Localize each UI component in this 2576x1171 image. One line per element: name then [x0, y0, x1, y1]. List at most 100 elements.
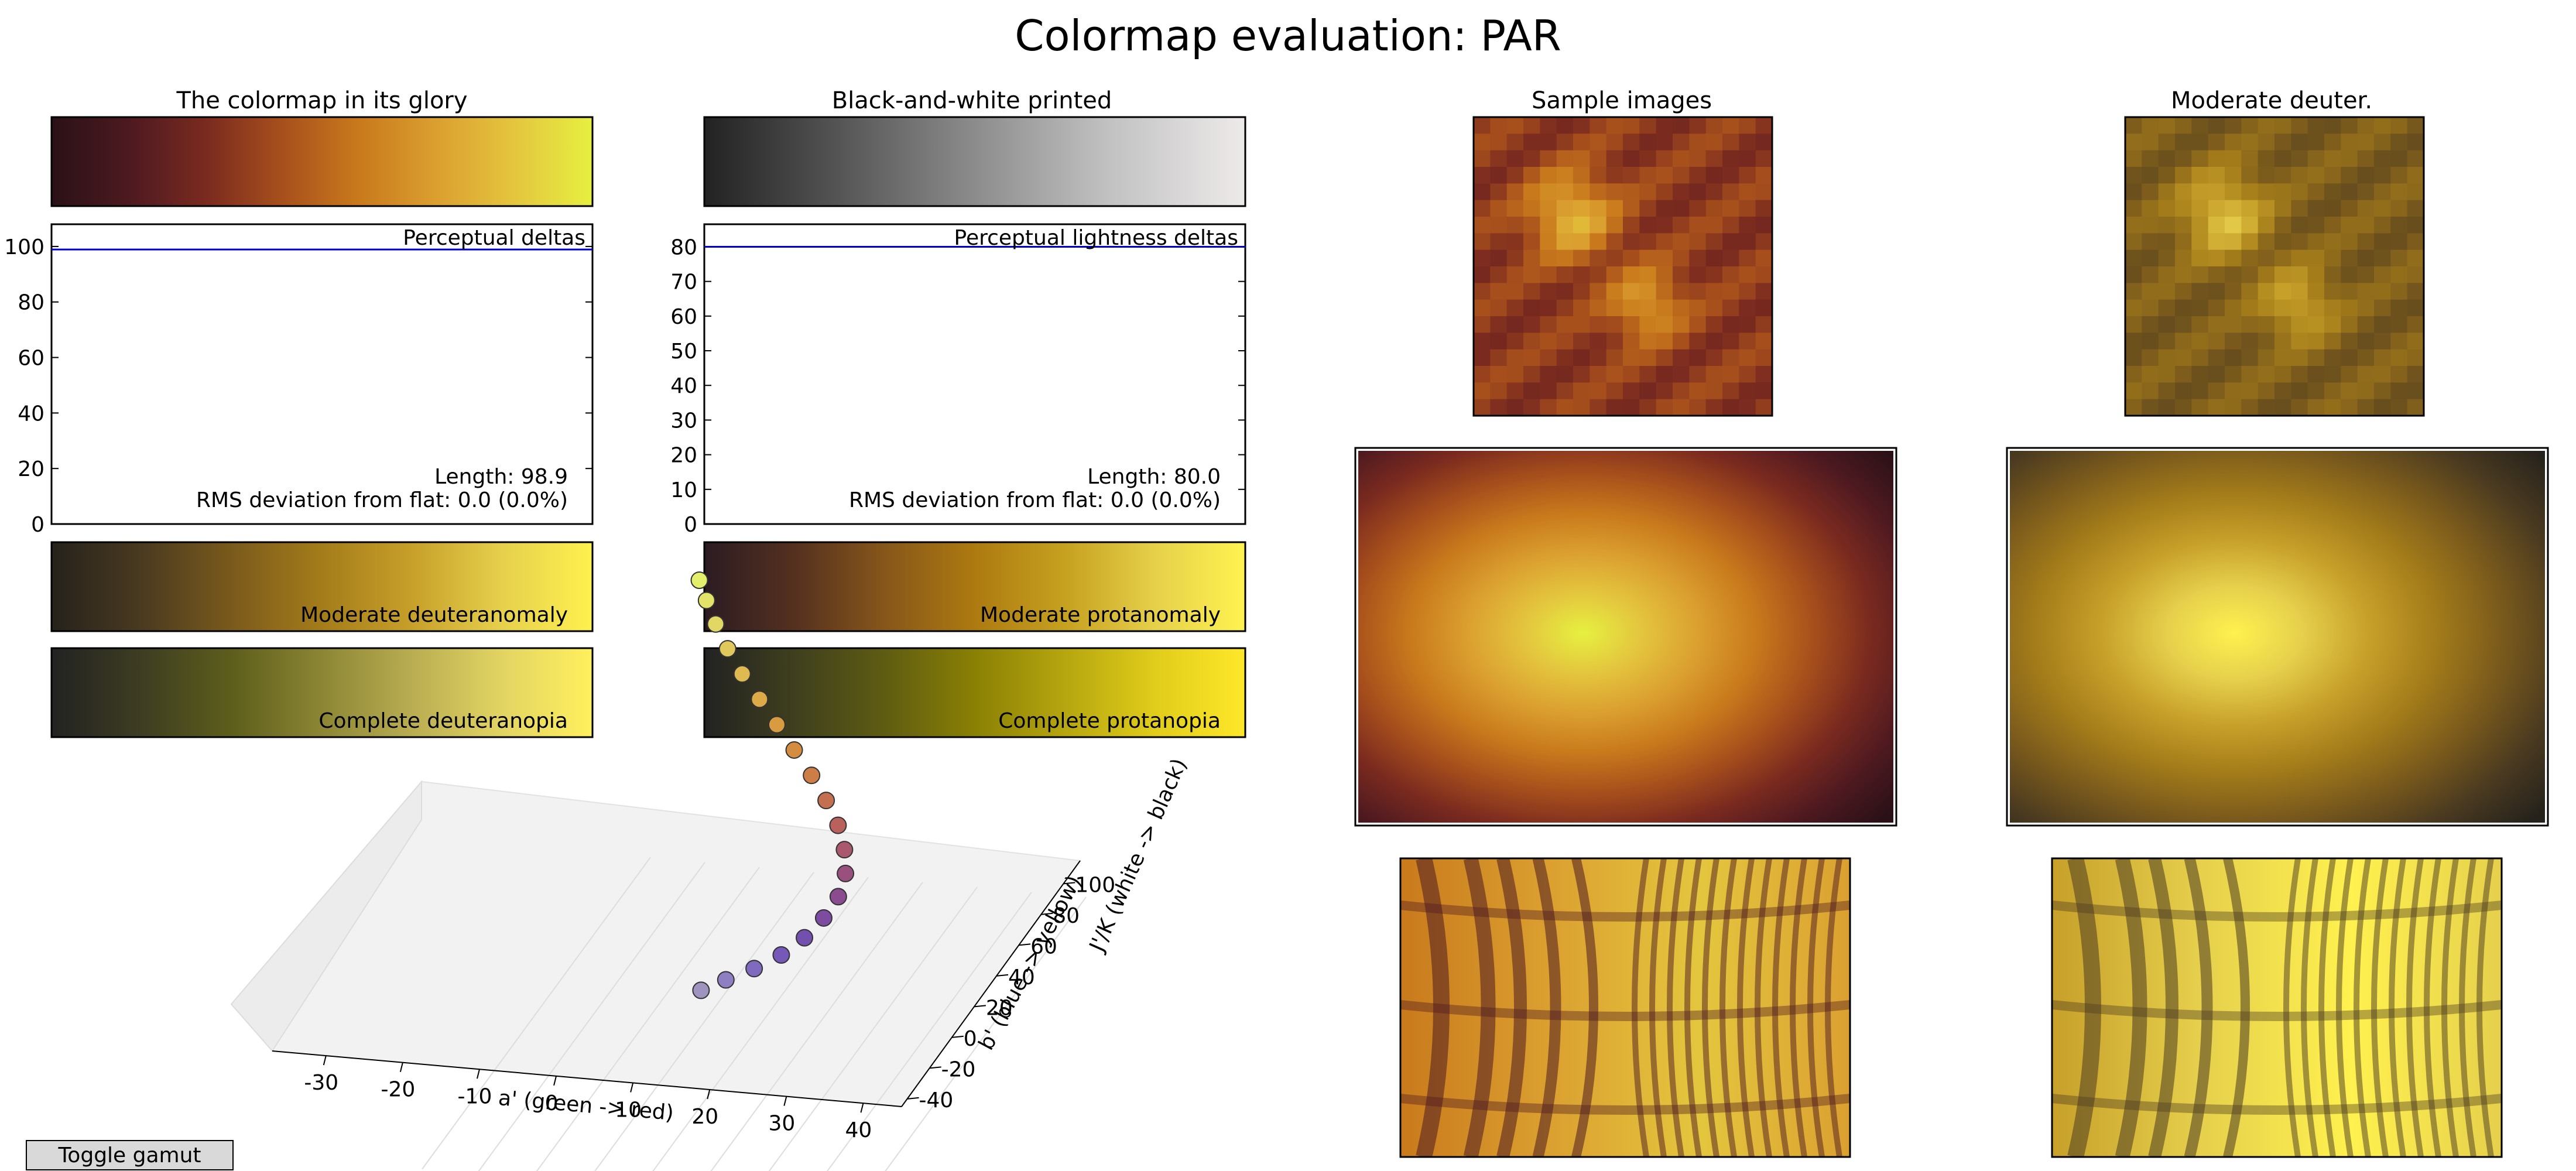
figure-title: Colormap evaluation: PAR — [1015, 11, 1561, 60]
ytick-label: 60 — [18, 347, 44, 371]
blob-pixel — [1689, 200, 1707, 217]
blob-pixel — [2191, 150, 2209, 167]
blob-pixel — [1490, 150, 1508, 167]
blob-pixel — [1540, 133, 1557, 151]
ytick-label: 0 — [31, 513, 44, 537]
blob-pixel — [1739, 399, 1756, 416]
blob-pixel — [1490, 200, 1508, 217]
blob-pixel — [2274, 183, 2292, 201]
blob-pixel — [2142, 200, 2159, 217]
blob-pixel — [1673, 200, 1690, 217]
xtick-label: 0 — [545, 1091, 559, 1115]
blob-pixel — [2307, 217, 2325, 234]
blob-pixel — [2191, 333, 2209, 350]
scatter-point — [733, 665, 751, 683]
blob-pixel — [1573, 233, 1591, 251]
blob-pixel — [2357, 217, 2375, 234]
wave-band — [2441, 858, 2459, 1157]
blob-pixel — [1556, 167, 1574, 184]
blob-pixel — [2374, 283, 2392, 300]
deuter-image-waves — [2051, 857, 2503, 1158]
blob-pixel — [1606, 233, 1623, 251]
blob-pixel — [1606, 249, 1623, 267]
blob-pixel — [2241, 167, 2259, 184]
blob-pixel — [1474, 233, 1491, 251]
blob-pixel — [2324, 382, 2342, 400]
wave-band — [2424, 858, 2441, 1157]
blob-pixel — [1474, 299, 1491, 317]
blob-pixel — [1490, 283, 1508, 300]
ytick-label: 10 — [670, 478, 697, 502]
toggle-gamut-button[interactable]: Toggle gamut — [26, 1140, 234, 1170]
blob-pixel — [2291, 399, 2308, 416]
blob-pixel — [2274, 382, 2292, 400]
blob-pixel — [1673, 316, 1690, 334]
blob-pixel — [1590, 150, 1607, 167]
blob-pixel — [2225, 399, 2242, 416]
blob-pixel — [1573, 117, 1591, 135]
blob-pixel — [2142, 233, 2159, 251]
blob-pixel — [2175, 200, 2193, 217]
blob-pixel — [2208, 150, 2225, 167]
xtick-mark — [860, 1102, 864, 1113]
blob-pixel — [2225, 183, 2242, 201]
blob-pixel — [2357, 399, 2375, 416]
blob-pixel — [2374, 167, 2392, 184]
blob-pixel — [1490, 266, 1508, 284]
blob-pixel — [2407, 217, 2424, 234]
blob-pixel — [1722, 200, 1740, 217]
blob-pixel — [1590, 117, 1607, 135]
ytick-mark — [1063, 882, 1075, 885]
blob-pixel — [2158, 316, 2176, 334]
blob-pixel — [2274, 316, 2292, 334]
blob-pixel — [2390, 266, 2408, 284]
lightness-deltas-frame — [703, 223, 1246, 525]
blob-pixel — [2191, 249, 2209, 267]
blob-pixel — [2158, 183, 2176, 201]
blob-pixel — [1755, 249, 1773, 267]
blob-pixel — [2341, 167, 2358, 184]
blob-pixel — [1506, 399, 1524, 416]
blob-pixel — [1656, 316, 1673, 334]
ytick-label: 70 — [670, 271, 697, 295]
blob-pixel — [2125, 183, 2143, 201]
blob-pixel — [1540, 249, 1557, 267]
blob-pixel — [2258, 382, 2275, 400]
blob-pixel — [2125, 349, 2143, 367]
blob-pixel — [1606, 382, 1623, 400]
blob-pixel — [1506, 133, 1524, 151]
blob-pixel — [1490, 399, 1508, 416]
blob-pixel — [2390, 283, 2408, 300]
blob-pixel — [1606, 333, 1623, 350]
blob-pixel — [1755, 233, 1773, 251]
blob-pixel — [2324, 316, 2342, 334]
blob-pixel — [1506, 167, 1524, 184]
blob-pixel — [2241, 316, 2259, 334]
blob-pixel — [2291, 349, 2308, 367]
ytick-mark — [907, 1097, 919, 1100]
3d-gridlines — [422, 857, 1087, 1171]
blob-pixel — [2258, 266, 2275, 284]
blob-pixel — [2258, 366, 2275, 384]
blob-pixel — [2274, 133, 2292, 151]
lightness-deltas-rms: RMS deviation from flat: 0.0 (0.0%) — [849, 488, 1221, 512]
deuteranomaly-colorbar — [50, 541, 594, 632]
scatter-point — [785, 741, 803, 759]
ytick-label: -40 — [919, 1088, 954, 1112]
blob-pixel — [1673, 150, 1690, 167]
blob-pixel — [1523, 399, 1541, 416]
blob-pixel — [2208, 333, 2225, 350]
blob-pixel — [2407, 299, 2424, 317]
ytick-label: -20 — [941, 1057, 976, 1081]
blob-pixel — [2307, 183, 2325, 201]
blob-pixel — [2341, 382, 2358, 400]
blob-pixel — [2307, 167, 2325, 184]
blob-pixel — [1739, 150, 1756, 167]
blob-pixel — [1540, 299, 1557, 317]
blob-pixel — [1523, 167, 1541, 184]
ytick-mark — [1041, 912, 1053, 915]
blob-pixel — [1590, 200, 1607, 217]
wave-band — [2371, 858, 2389, 1157]
blob-pixel — [2142, 316, 2159, 334]
ytick-label: 0 — [964, 1027, 977, 1051]
